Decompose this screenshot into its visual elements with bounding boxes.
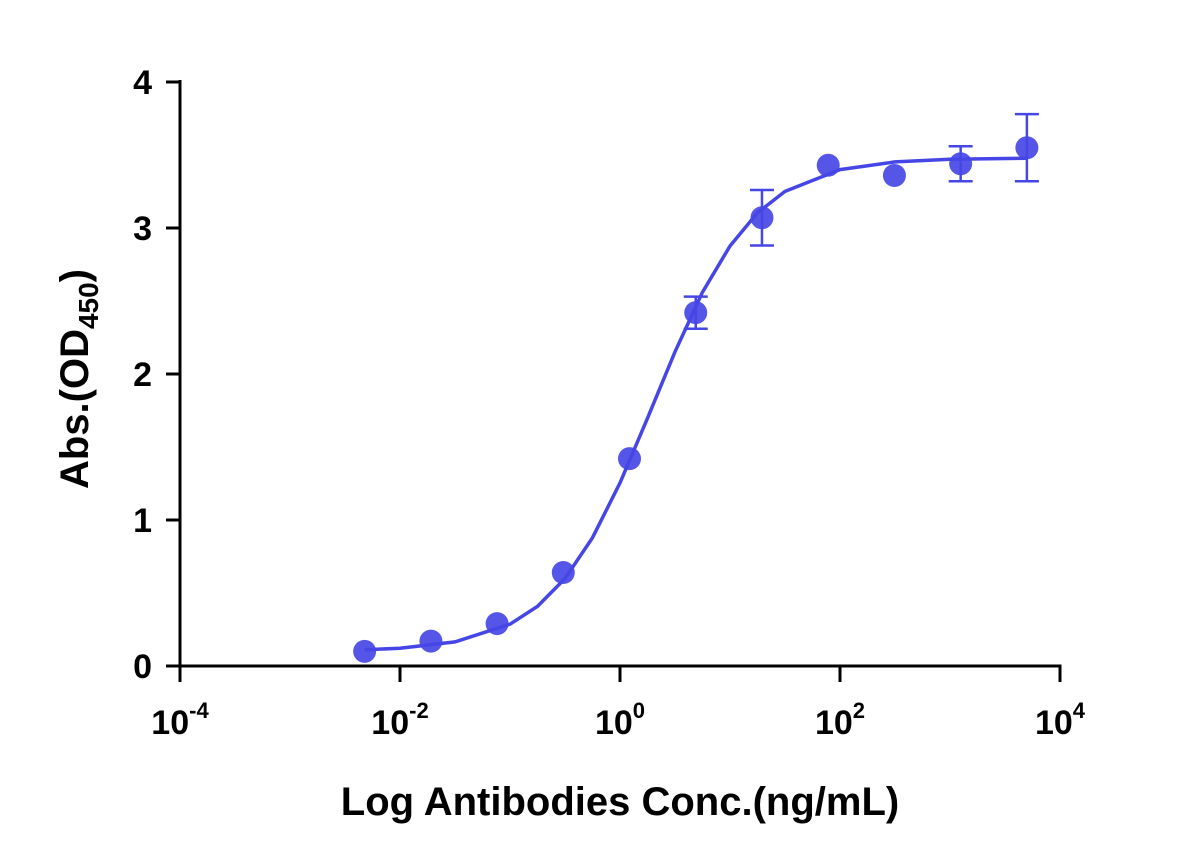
data-point	[485, 612, 509, 636]
x-tick-label: 100	[595, 698, 645, 742]
x-tick-label: 10-2	[371, 698, 428, 742]
data-point	[353, 639, 377, 663]
data-point	[419, 629, 443, 653]
x-tick-label: 10-4	[151, 698, 209, 742]
y-tick-label: 4	[133, 64, 152, 102]
data-point	[750, 206, 774, 230]
fit-curve	[364, 156, 1028, 652]
data-point	[816, 153, 840, 177]
y-tick-label: 0	[133, 648, 152, 686]
data-point	[949, 152, 973, 176]
data-point	[882, 163, 906, 187]
y-tick-label: 2	[133, 356, 152, 394]
x-axis-title: Log Antibodies Conc.(ng/mL)	[341, 780, 899, 824]
data-point	[684, 301, 708, 325]
y-tick-label: 3	[133, 210, 152, 248]
data-point	[617, 447, 641, 471]
x-tick-label: 104	[1035, 698, 1086, 742]
y-axis-title: Abs.(OD450)	[53, 269, 104, 489]
data-point	[551, 561, 575, 585]
y-tick-label: 1	[133, 502, 152, 540]
x-tick-label: 102	[815, 698, 865, 742]
data-point	[1015, 136, 1039, 160]
